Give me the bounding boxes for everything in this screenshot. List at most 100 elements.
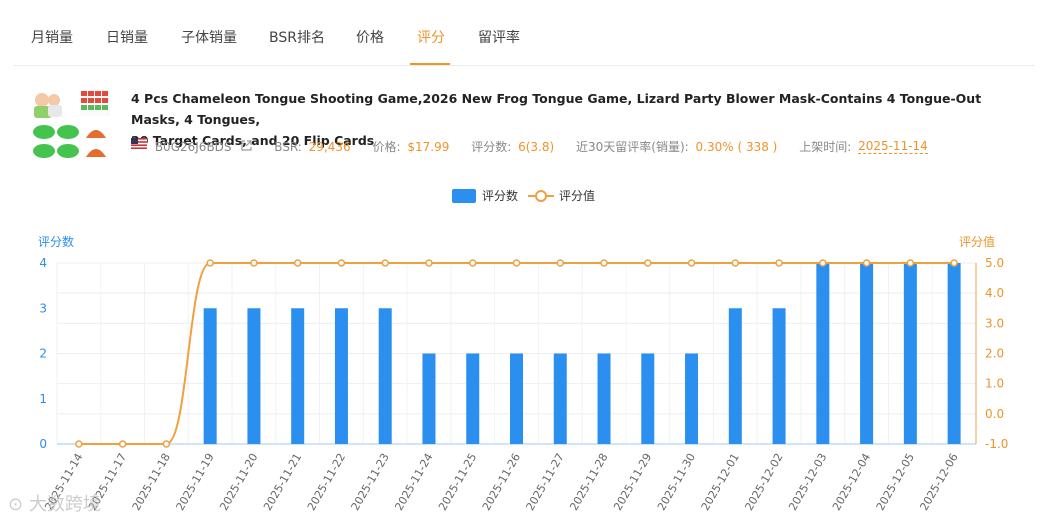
watermark-text: 大数跨境 xyxy=(28,494,101,515)
point-rating-value[interactable] xyxy=(162,440,171,448)
rating-count-label: 评分数: xyxy=(471,140,512,154)
x-tick-label: 2025-12-06 xyxy=(917,451,960,513)
bar-rating-count[interactable] xyxy=(247,308,261,444)
x-tick-label: 2025-11-27 xyxy=(524,451,567,513)
tab-price[interactable]: 价格 xyxy=(356,30,384,46)
legend-rating-count: 评分数 xyxy=(482,188,518,203)
y-right-tick-label: 1.0 xyxy=(985,377,1004,391)
bar-rating-count[interactable] xyxy=(203,308,217,444)
point-rating-value[interactable] xyxy=(75,440,83,448)
x-tick-label: 2025-12-01 xyxy=(699,451,742,513)
external-link-icon[interactable] xyxy=(241,139,252,154)
tabs-divider xyxy=(14,65,1035,66)
review-rate-value: 0.30% ( 338 ) xyxy=(695,139,778,154)
point-rating-value[interactable] xyxy=(381,259,389,267)
x-tick-label: 2025-11-23 xyxy=(349,451,392,513)
legend-rating-value: 评分值 xyxy=(559,188,595,203)
y-right-tick-label: 4.0 xyxy=(985,286,1004,300)
bar-rating-count[interactable] xyxy=(378,308,392,444)
bsr-label: BSR: xyxy=(274,139,302,154)
y-right-tick-label: -1.0 xyxy=(985,437,1008,451)
point-rating-value[interactable] xyxy=(206,259,214,267)
y-left-axis-title: 评分数 xyxy=(38,234,74,249)
y-left-tick-label: 2 xyxy=(39,347,47,361)
point-rating-value[interactable] xyxy=(950,259,958,267)
point-rating-value[interactable] xyxy=(250,259,258,267)
point-rating-value[interactable] xyxy=(775,259,783,267)
product-info: 4 Pcs Chameleon Tongue Shooting Game,202… xyxy=(30,88,1030,160)
point-rating-value[interactable] xyxy=(687,259,696,267)
x-tick-label: 2025-11-28 xyxy=(567,451,610,513)
x-tick-label: 2025-11-25 xyxy=(436,451,479,513)
line-rating-value xyxy=(78,262,955,446)
point-rating-value[interactable] xyxy=(512,259,521,267)
bar-rating-count[interactable] xyxy=(728,308,742,444)
point-rating-value[interactable] xyxy=(293,259,302,267)
x-tick-label: 2025-12-03 xyxy=(786,451,829,513)
x-tick-label: 2025-11-18 xyxy=(130,451,173,513)
y-right-tick-label: 0.0 xyxy=(985,407,1004,421)
point-rating-value[interactable] xyxy=(819,259,827,267)
bar-rating-count[interactable] xyxy=(334,308,348,444)
y-right-tick-label: 2.0 xyxy=(985,347,1004,361)
listed-date-value[interactable]: 2025-11-14 xyxy=(858,139,928,154)
bar-rating-count[interactable] xyxy=(422,353,436,445)
point-rating-value[interactable] xyxy=(337,259,346,267)
y-left-tick-label: 4 xyxy=(39,256,47,270)
rating-chart: 评分数 评分值 评分数 评分值 0 1 2 3 4 -1.0 0.0 1.0 2.0 3.0 4.0… xyxy=(38,188,1008,513)
bar-rating-count[interactable] xyxy=(553,353,567,445)
legend-bar-swatch xyxy=(452,189,476,203)
tab-variant-sales[interactable]: 子体销量 xyxy=(181,30,237,46)
point-rating-value[interactable] xyxy=(862,259,871,267)
x-tick-label: 2025-11-29 xyxy=(611,451,654,513)
point-rating-value[interactable] xyxy=(906,259,915,267)
x-tick-label: 2025-11-24 xyxy=(392,451,435,513)
y-right-axis-title: 评分值 xyxy=(959,234,995,249)
chart-legend[interactable]: 评分数 评分值 xyxy=(452,188,595,203)
tab-monthly-sales[interactable]: 月销量 xyxy=(31,30,73,46)
point-rating-value[interactable] xyxy=(118,440,127,448)
x-tick-label: 2025-11-20 xyxy=(217,451,260,513)
bar-rating-count[interactable] xyxy=(291,308,305,444)
bar-rating-count[interactable] xyxy=(947,263,961,444)
y-right-tick-label: 5.0 xyxy=(985,256,1004,270)
bar-rating-count[interactable] xyxy=(860,263,874,444)
y-left-tick-label: 0 xyxy=(39,437,47,451)
x-tick-label: 2025-11-22 xyxy=(305,451,348,513)
bar-rating-count[interactable] xyxy=(685,353,699,445)
watermark: ⊙ 大数跨境 xyxy=(8,490,101,516)
listed-date-label: 上架时间: xyxy=(799,140,852,154)
x-tick-label: 2025-11-21 xyxy=(261,451,304,513)
x-tick-label: 2025-12-04 xyxy=(830,451,873,513)
x-tick-label: 2025-12-05 xyxy=(874,451,917,513)
bar-rating-count[interactable] xyxy=(903,263,917,444)
point-rating-value[interactable] xyxy=(468,259,477,267)
point-rating-value[interactable] xyxy=(644,259,652,267)
bar-rating-count[interactable] xyxy=(510,353,523,445)
bar-rating-count[interactable] xyxy=(466,353,480,445)
point-rating-value[interactable] xyxy=(425,259,433,267)
tab-daily-sales[interactable]: 日销量 xyxy=(106,30,148,46)
bar-rating-count[interactable] xyxy=(816,263,830,444)
point-rating-value[interactable] xyxy=(731,259,740,267)
product-title[interactable]: 4 Pcs Chameleon Tongue Shooting Game,202… xyxy=(131,88,1011,151)
bar-rating-count[interactable] xyxy=(772,308,786,444)
bar-rating-count[interactable] xyxy=(641,353,655,445)
product-thumbnail[interactable] xyxy=(30,88,112,160)
y-right-tick-label: 3.0 xyxy=(985,316,1004,330)
us-flag-icon xyxy=(131,138,147,149)
bar-rating-count[interactable] xyxy=(597,353,611,445)
watermark-icon: ⊙ xyxy=(8,494,24,515)
asin-link[interactable]: B0G26J6BDS xyxy=(154,139,232,154)
tab-rating[interactable]: 评分 xyxy=(417,30,445,46)
review-rate-label: 近30天留评率(销量): xyxy=(576,140,689,154)
metric-tabs: 月销量 日销量 子体销量 BSR排名 价格 评分 留评率 xyxy=(0,0,1045,66)
x-tick-label: 2025-11-26 xyxy=(480,451,523,513)
point-rating-value[interactable] xyxy=(556,259,565,267)
y-left-tick-label: 1 xyxy=(39,392,47,406)
x-tick-label: 2025-12-02 xyxy=(742,451,785,513)
point-rating-value[interactable] xyxy=(600,259,608,267)
bsr-value: 29,436 xyxy=(308,139,351,154)
tab-review-rate[interactable]: 留评率 xyxy=(478,30,520,46)
tab-bsr-rank[interactable]: BSR排名 xyxy=(269,30,325,46)
